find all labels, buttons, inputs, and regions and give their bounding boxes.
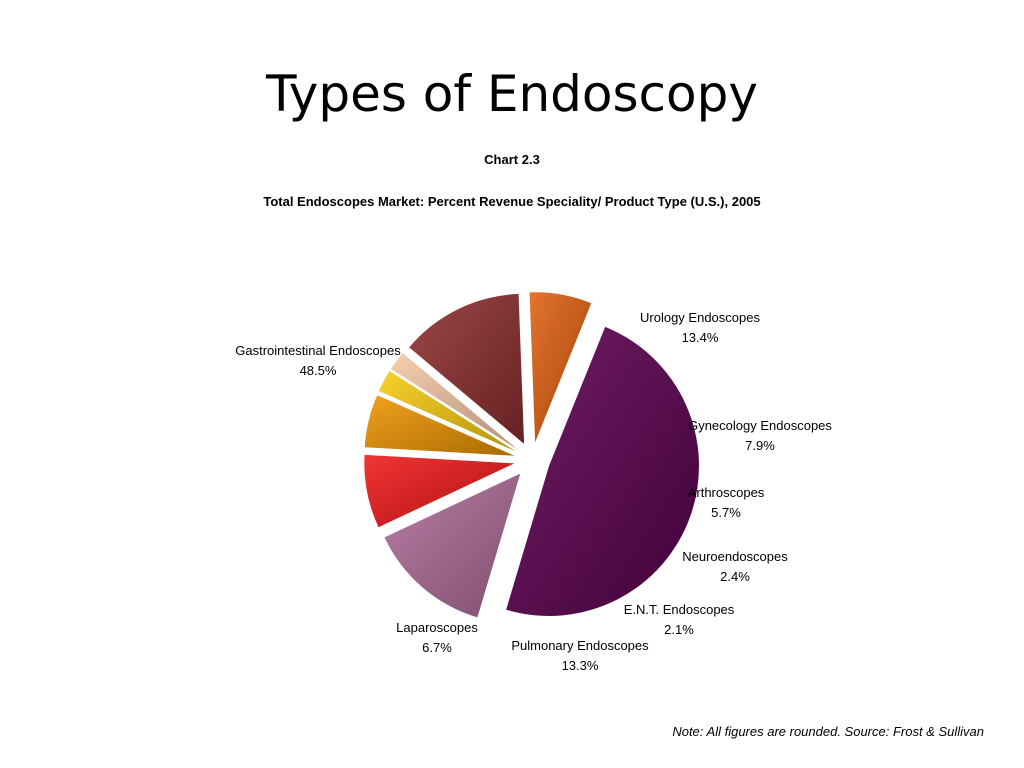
slice-value-label: 48.5%	[300, 363, 337, 378]
chart-title: Total Endoscopes Market: Percent Revenue…	[263, 194, 761, 209]
slice-value-label: 13.3%	[562, 658, 599, 673]
pie-slice-gastrointestinal-endoscopes	[506, 326, 699, 616]
pie-slice-pulmonary-endoscopes	[409, 293, 525, 444]
slide-title: Types of Endoscopy	[266, 65, 758, 123]
slice-name-label: Laparoscopes	[396, 620, 478, 635]
slice-name-label: Neuroendoscopes	[682, 549, 788, 564]
slice-value-label: 2.4%	[720, 569, 750, 584]
pie-slice-laparoscopes	[529, 292, 592, 443]
slice-name-label: E.N.T. Endoscopes	[624, 602, 735, 617]
chart-label: Chart 2.3	[484, 152, 540, 167]
slice-name-label: Pulmonary Endoscopes	[511, 638, 649, 653]
slice-name-label: Gastrointestinal Endoscopes	[235, 343, 401, 358]
slice-value-label: 7.9%	[745, 438, 775, 453]
pie-slice-e-n-t-endoscopes	[390, 352, 518, 450]
pie-slice-neuroendoscopes	[378, 371, 517, 452]
slice-value-label: 2.1%	[664, 622, 694, 637]
slice-name-label: Arthroscopes	[688, 485, 765, 500]
slice-value-label: 13.4%	[682, 330, 719, 345]
slice-value-label: 5.7%	[711, 505, 741, 520]
slice-name-label: Urology Endoscopes	[640, 310, 760, 325]
slice-value-label: 6.7%	[422, 640, 452, 655]
pie-slice-arthroscopes	[364, 395, 515, 456]
pie-slice-gynecology-endoscopes	[364, 454, 515, 528]
source-note: Note: All figures are rounded. Source: F…	[672, 724, 984, 739]
slice-name-label: Gynecology Endoscopes	[688, 418, 832, 433]
pie-slice-urology-endoscopes	[384, 473, 521, 618]
